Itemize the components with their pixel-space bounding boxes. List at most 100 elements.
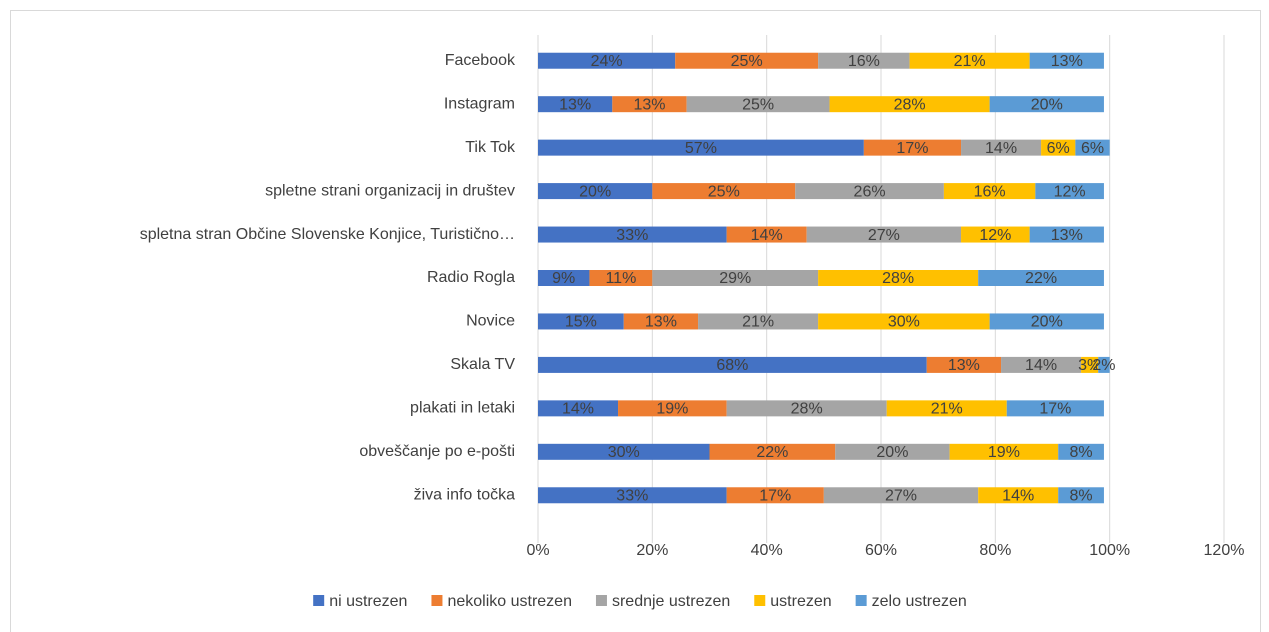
data-label: 14% bbox=[1025, 357, 1057, 374]
bar-segment bbox=[538, 443, 710, 460]
bar-segment bbox=[949, 443, 1059, 460]
bar-segment bbox=[675, 52, 819, 69]
bar-segment bbox=[538, 356, 927, 373]
bar-segment bbox=[978, 270, 1104, 286]
bar-segment bbox=[943, 183, 1036, 200]
data-label: 12% bbox=[979, 227, 1011, 244]
bar-segment bbox=[538, 183, 653, 200]
data-label: 17% bbox=[1039, 401, 1071, 418]
bar-segment bbox=[818, 270, 979, 286]
data-label: 25% bbox=[708, 183, 740, 200]
bar-segment bbox=[989, 96, 1104, 113]
data-label: 12% bbox=[1054, 183, 1086, 200]
data-label: 9% bbox=[552, 270, 575, 287]
x-tick-label: 60% bbox=[865, 542, 897, 559]
bar-segment bbox=[806, 226, 962, 243]
legend-label: nekoliko ustrezen bbox=[447, 593, 572, 610]
data-label: 28% bbox=[882, 270, 914, 287]
bar-segment bbox=[652, 183, 796, 200]
x-tick-label: 80% bbox=[979, 542, 1011, 559]
bar-segment bbox=[1098, 356, 1110, 373]
bar-segment bbox=[909, 52, 1030, 69]
bar-segment bbox=[1058, 487, 1104, 504]
bar-segment bbox=[1035, 183, 1104, 200]
bar-segment bbox=[623, 313, 699, 330]
bar-segment bbox=[618, 400, 727, 417]
data-label: 20% bbox=[876, 444, 908, 461]
category-label: Novice bbox=[466, 313, 515, 330]
x-tick-label: 0% bbox=[526, 542, 549, 559]
data-label: 68% bbox=[716, 357, 748, 374]
bar-segment bbox=[538, 270, 590, 286]
category-label: Radio Rogla bbox=[427, 269, 515, 286]
data-label: 30% bbox=[888, 314, 920, 331]
data-label: 13% bbox=[948, 357, 980, 374]
data-label: 17% bbox=[759, 487, 791, 504]
bar-segment bbox=[538, 52, 676, 69]
legend-label: zelo ustrezen bbox=[872, 593, 967, 610]
bar-segment bbox=[538, 226, 727, 243]
bar-segment bbox=[538, 96, 613, 113]
bar-segment bbox=[818, 52, 910, 69]
data-label: 13% bbox=[1051, 53, 1083, 70]
bar-segment bbox=[698, 313, 819, 330]
legend-swatch bbox=[754, 595, 766, 606]
bar-segment bbox=[726, 487, 824, 504]
data-label: 33% bbox=[616, 487, 648, 504]
bar-segment bbox=[538, 487, 727, 504]
data-label: 21% bbox=[742, 314, 774, 331]
data-label: 25% bbox=[731, 53, 763, 70]
bar-segment bbox=[1029, 52, 1104, 69]
bar-segment bbox=[1075, 139, 1110, 156]
legend-swatch bbox=[855, 595, 867, 606]
data-label: 14% bbox=[985, 140, 1017, 157]
data-label: 14% bbox=[562, 401, 594, 418]
data-label: 19% bbox=[656, 401, 688, 418]
data-label: 26% bbox=[854, 183, 886, 200]
data-label: 16% bbox=[974, 183, 1006, 200]
bar-segment bbox=[989, 313, 1104, 330]
bar-segment bbox=[1081, 356, 1099, 373]
x-tick-label: 20% bbox=[636, 542, 668, 559]
category-label: plakati in letaki bbox=[410, 400, 515, 417]
category-label: obveščanje po e-pošti bbox=[359, 443, 515, 460]
bar-segment bbox=[538, 139, 864, 156]
bar-segment bbox=[538, 313, 624, 330]
legend-label: ustrezen bbox=[770, 593, 831, 610]
legend-swatch bbox=[431, 595, 443, 606]
bar-segment bbox=[1058, 443, 1104, 460]
bar-segment bbox=[709, 443, 836, 460]
bar-segment bbox=[886, 400, 1007, 417]
data-label: 3% bbox=[1078, 357, 1101, 374]
x-tick-label: 120% bbox=[1204, 542, 1245, 559]
bar-segment bbox=[726, 400, 887, 417]
legend-swatch bbox=[313, 595, 325, 606]
bar-segment bbox=[1029, 226, 1104, 243]
data-label: 13% bbox=[633, 96, 665, 113]
bar-segment bbox=[589, 270, 653, 286]
data-label: 14% bbox=[1002, 487, 1034, 504]
data-label: 8% bbox=[1070, 444, 1093, 461]
category-label: živa info točka bbox=[414, 486, 515, 503]
data-label: 24% bbox=[591, 53, 623, 70]
data-label: 21% bbox=[954, 53, 986, 70]
bar-segment bbox=[926, 356, 1002, 373]
data-label: 19% bbox=[988, 444, 1020, 461]
data-label: 20% bbox=[1031, 96, 1063, 113]
data-label: 22% bbox=[756, 444, 788, 461]
data-label: 33% bbox=[616, 227, 648, 244]
bar-segment bbox=[686, 96, 830, 113]
data-label: 13% bbox=[559, 96, 591, 113]
data-label: 13% bbox=[1051, 227, 1083, 244]
data-label: 20% bbox=[579, 183, 611, 200]
data-label: 13% bbox=[645, 314, 677, 331]
data-label: 15% bbox=[565, 314, 597, 331]
bar-segment bbox=[978, 487, 1059, 504]
category-label: Facebook bbox=[445, 52, 516, 69]
bar-segment bbox=[652, 270, 819, 286]
bar-segment bbox=[829, 96, 990, 113]
category-label: Skala TV bbox=[450, 356, 515, 373]
category-label: spletna stran Občine Slovenske Konjice, … bbox=[140, 226, 515, 243]
bar-segment bbox=[823, 487, 979, 504]
data-label: 6% bbox=[1047, 140, 1070, 157]
